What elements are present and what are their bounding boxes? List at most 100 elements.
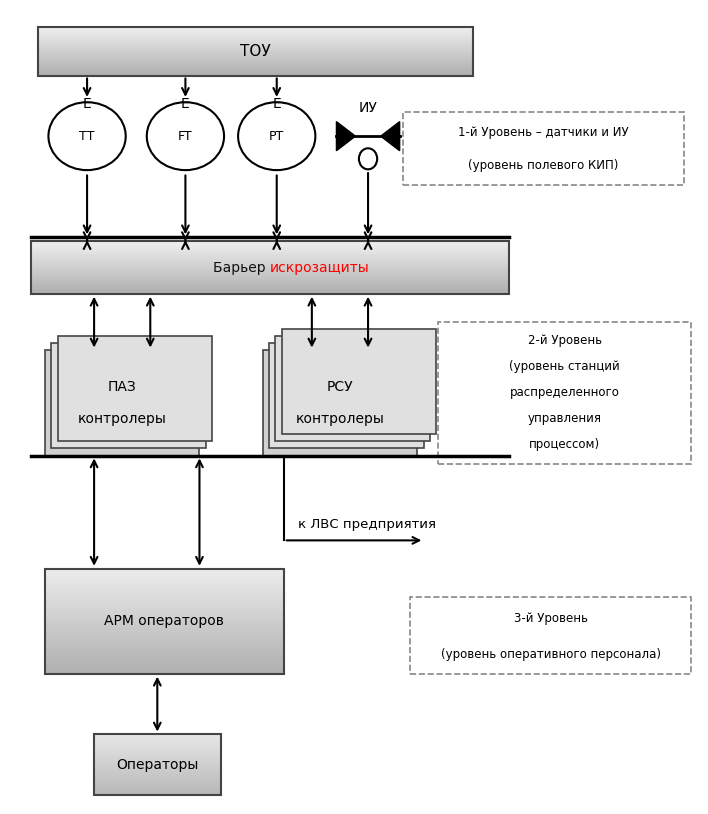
Bar <box>31 292 508 294</box>
Bar <box>45 624 284 628</box>
Bar <box>38 63 474 64</box>
Bar <box>94 768 220 771</box>
Bar <box>94 763 220 764</box>
Bar <box>31 245 508 247</box>
Bar <box>38 50 474 51</box>
Text: 3-й Уровень: 3-й Уровень <box>514 611 588 624</box>
Bar <box>94 753 220 755</box>
Bar <box>31 243 508 245</box>
Bar <box>38 43 474 45</box>
Bar <box>45 569 284 674</box>
Bar <box>45 667 284 670</box>
Bar <box>38 48 474 50</box>
Bar <box>45 653 284 656</box>
Text: (уровень станций: (уровень станций <box>509 360 620 373</box>
Bar <box>31 259 508 260</box>
Bar <box>38 55 474 56</box>
Bar <box>94 737 220 738</box>
Bar <box>94 751 220 753</box>
Bar <box>45 615 284 618</box>
Bar <box>38 33 474 35</box>
Bar <box>45 586 284 589</box>
Text: Е: Е <box>181 97 190 111</box>
Bar <box>38 45 474 46</box>
Bar <box>94 793 220 795</box>
Bar <box>31 287 508 288</box>
Polygon shape <box>381 121 399 151</box>
Bar <box>31 283 508 285</box>
Text: (уровень оперативного персонала): (уровень оперативного персонала) <box>440 648 661 661</box>
Text: процессом): процессом) <box>529 438 600 451</box>
Text: (уровень полевого КИП): (уровень полевого КИП) <box>469 159 619 172</box>
Bar <box>45 610 284 615</box>
Bar <box>45 575 284 580</box>
Bar <box>45 583 284 586</box>
Bar <box>31 282 508 283</box>
Text: FT: FT <box>178 129 193 142</box>
Bar <box>31 252 508 253</box>
Bar <box>31 276 508 278</box>
Bar <box>94 745 220 746</box>
Bar <box>45 632 284 635</box>
Bar <box>38 35 474 37</box>
Bar <box>31 269 508 271</box>
Bar <box>94 783 220 785</box>
Bar <box>45 572 284 575</box>
Bar <box>94 749 220 751</box>
Bar <box>38 37 474 38</box>
Ellipse shape <box>238 103 315 170</box>
Ellipse shape <box>48 103 126 170</box>
Bar <box>94 742 220 745</box>
Bar <box>31 247 508 248</box>
Bar <box>38 71 474 72</box>
Bar <box>94 761 220 763</box>
Bar <box>31 262 508 264</box>
Bar <box>94 764 220 767</box>
Text: распределенного: распределенного <box>510 386 620 399</box>
Bar <box>94 767 220 768</box>
Bar <box>38 58 474 59</box>
Bar <box>94 759 220 761</box>
Bar <box>94 772 220 775</box>
Text: ТТ: ТТ <box>79 129 95 142</box>
Bar <box>45 639 284 642</box>
Bar <box>94 787 220 789</box>
Bar <box>38 53 474 55</box>
Bar <box>31 266 508 268</box>
Bar <box>45 618 284 621</box>
Bar <box>438 322 691 464</box>
Bar <box>57 336 212 441</box>
Bar <box>38 56 474 58</box>
Bar <box>38 74 474 76</box>
Ellipse shape <box>147 103 224 170</box>
Bar <box>94 791 220 793</box>
Bar <box>31 271 508 273</box>
Text: АРМ операторов: АРМ операторов <box>104 615 224 628</box>
Bar <box>94 777 220 779</box>
Bar <box>45 350 200 456</box>
Bar <box>94 775 220 777</box>
Bar <box>38 32 474 33</box>
Bar <box>38 64 474 66</box>
Bar <box>94 734 220 795</box>
Bar <box>38 30 474 32</box>
Bar <box>38 66 474 68</box>
Bar <box>31 257 508 259</box>
Bar <box>38 28 474 30</box>
Text: ТОУ: ТОУ <box>240 44 271 59</box>
Text: ИУ: ИУ <box>359 101 377 115</box>
Bar <box>45 642 284 646</box>
Text: РТ: РТ <box>269 129 285 142</box>
Bar <box>403 112 684 185</box>
Text: 2-й Уровень: 2-й Уровень <box>527 335 602 348</box>
Bar <box>31 288 508 291</box>
Bar <box>31 273 508 274</box>
Bar <box>94 771 220 772</box>
Bar <box>45 597 284 600</box>
Bar <box>31 274 508 276</box>
Bar <box>45 607 284 610</box>
Bar <box>94 738 220 741</box>
Bar <box>45 650 284 653</box>
Bar <box>45 569 284 572</box>
Text: Е: Е <box>273 97 281 111</box>
